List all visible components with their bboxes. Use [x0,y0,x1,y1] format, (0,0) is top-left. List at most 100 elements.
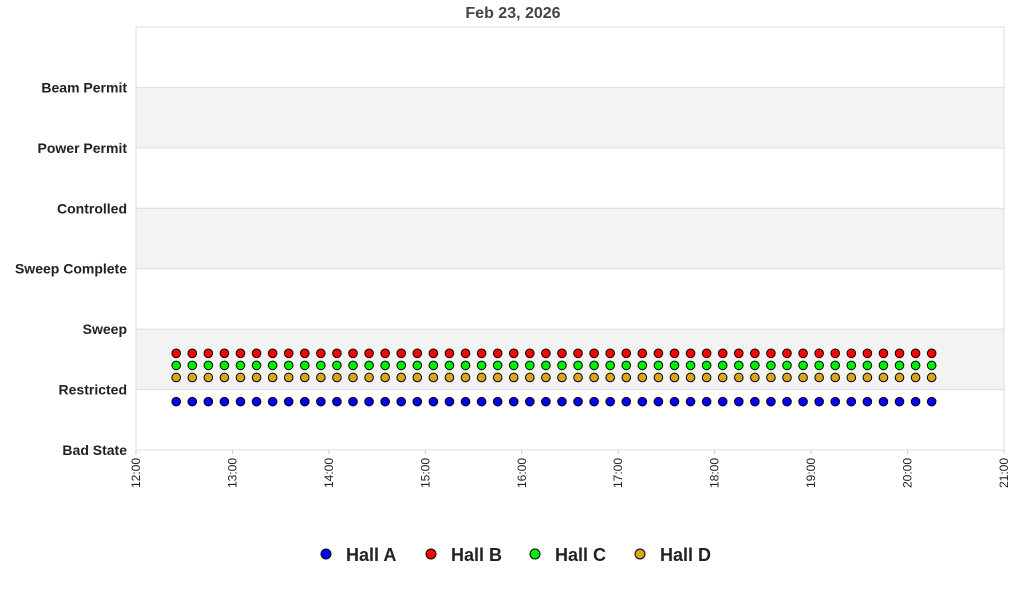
data-point-hall-a [444,396,455,407]
data-point-hall-b [267,348,278,359]
data-point-hall-b [348,348,358,359]
data-point-hall-a [814,396,824,407]
data-point-hall-d [219,372,230,383]
data-point-hall-c [862,360,873,371]
data-point-hall-b [203,348,214,359]
data-point-hall-c [733,360,744,371]
x-tick-label: 15:00 [418,458,432,488]
x-tick-label: 20:00 [901,458,915,488]
data-point-hall-a [235,396,246,407]
legend-item-hall-c: Hall C [529,545,606,565]
data-point-hall-b [444,348,455,359]
legend-marker [320,548,332,560]
data-point-hall-a [653,396,664,407]
data-point-hall-c [701,360,712,371]
data-point-hall-d [621,372,632,383]
data-point-hall-a [894,396,905,407]
data-point-hall-d [910,372,921,383]
legend-item-hall-d: Hall D [634,545,711,565]
data-point-hall-c [476,360,487,371]
data-point-hall-a [717,396,728,407]
data-point-hall-b [878,348,889,359]
x-tick-label: 19:00 [804,458,818,488]
data-point-hall-a [878,396,889,407]
data-point-hall-b [428,348,439,359]
data-point-hall-a [926,396,937,407]
data-point-hall-b [412,348,423,359]
data-point-hall-d [267,372,278,383]
data-point-hall-a [267,396,278,407]
data-point-hall-b [733,348,744,359]
data-point-hall-b [766,348,776,359]
data-point-hall-b [492,348,503,359]
data-point-hall-d [460,372,471,383]
data-point-hall-d [444,372,455,383]
data-point-hall-c [412,360,423,371]
data-point-hall-d [798,372,808,383]
data-point-hall-a [782,396,792,407]
data-point-hall-c [878,360,889,371]
data-point-hall-c [685,360,696,371]
y-tick-label: Sweep [83,321,127,337]
data-point-hall-b [637,348,648,359]
data-point-hall-c [332,360,342,371]
data-point-hall-c [814,360,824,371]
data-point-hall-c [444,360,455,371]
data-point-hall-d [492,372,503,383]
data-point-hall-a [573,396,583,407]
data-point-hall-d [187,372,198,383]
data-point-hall-b [396,348,407,359]
y-tick-label: Controlled [57,200,127,216]
data-point-hall-c [782,360,792,371]
y-tick-label: Bad State [62,442,127,458]
data-point-hall-b [589,348,599,359]
data-point-hall-a [508,396,519,407]
data-point-hall-d [332,372,342,383]
legend-marker [529,548,541,560]
data-point-hall-b [187,348,198,359]
data-point-hall-b [476,348,487,359]
data-point-hall-c [525,360,535,371]
data-point-hall-a [750,396,760,407]
data-point-hall-d [316,372,326,383]
data-point-hall-d [717,372,728,383]
grid-band [136,87,1004,148]
x-tick-label: 18:00 [708,458,722,488]
data-point-hall-c [219,360,230,371]
data-point-hall-b [669,348,680,359]
data-point-hall-a [669,396,680,407]
data-point-hall-c [492,360,503,371]
data-point-hall-b [171,348,181,359]
data-point-hall-d [428,372,439,383]
data-point-hall-b [894,348,905,359]
data-point-hall-b [283,348,294,359]
data-point-hall-b [910,348,921,359]
data-point-hall-d [814,372,824,383]
data-point-hall-b [219,348,230,359]
legend-marker [425,548,437,560]
data-point-hall-c [299,360,310,371]
data-point-hall-c [364,360,374,371]
data-point-hall-a [685,396,696,407]
data-point-hall-d [766,372,776,383]
data-point-hall-d [589,372,599,383]
data-point-hall-a [541,396,551,407]
data-point-hall-c [203,360,214,371]
data-point-hall-b [508,348,519,359]
data-point-hall-a [846,396,857,407]
data-point-hall-c [187,360,198,371]
data-point-hall-d [476,372,487,383]
data-point-hall-c [605,360,615,371]
legend-label: Hall C [555,545,606,565]
data-point-hall-c [894,360,905,371]
legend-label: Hall A [346,545,396,565]
data-point-hall-a [171,396,181,407]
x-tick-label: 12:00 [129,458,143,488]
data-point-hall-b [460,348,471,359]
data-point-hall-b [926,348,937,359]
x-tick-label: 14:00 [322,458,336,488]
data-point-hall-d [669,372,680,383]
data-point-hall-b [862,348,873,359]
data-point-hall-a [428,396,439,407]
